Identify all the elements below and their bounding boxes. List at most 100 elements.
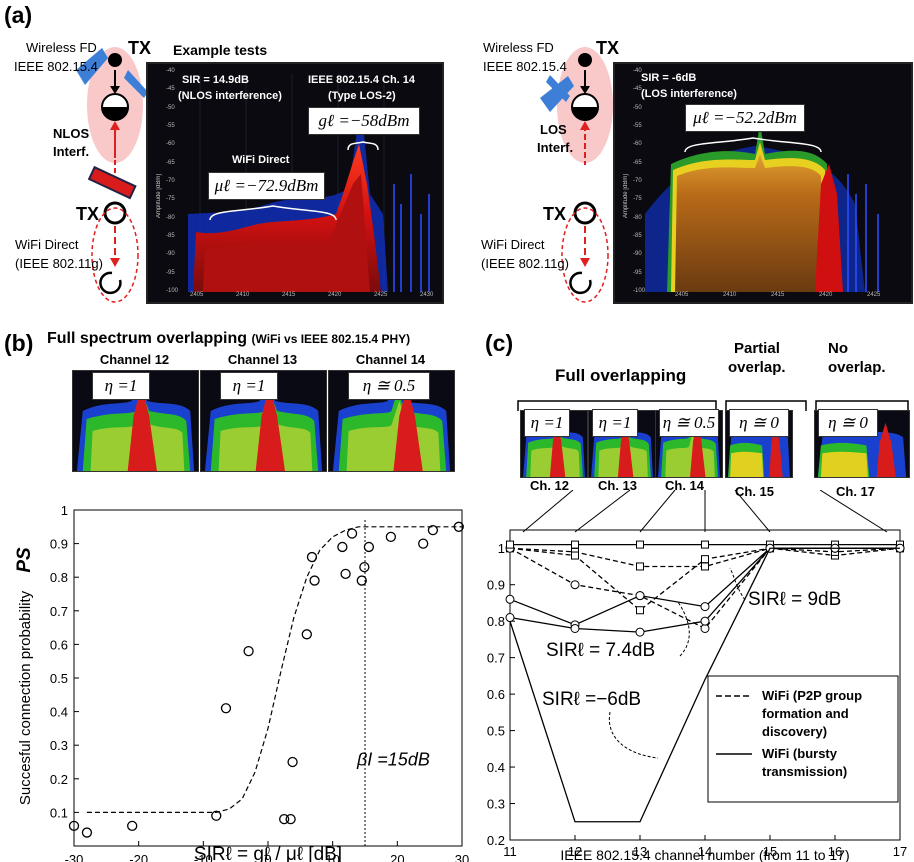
data-point [287,756,298,768]
y-tick-label: 0.4 [50,705,68,720]
sir-label-right-1: SIR = -6dB [641,72,697,84]
panel-a-label: (a) [4,2,33,28]
y-tick-label: -45 [166,86,175,93]
annotation-sir-9: SIRℓ = 9dB [748,589,841,610]
y-tick-label: -85 [633,233,642,239]
y-tick-label: 0.5 [487,724,505,739]
series-marker [506,540,514,549]
sir-label-right-2: (LOS interference) [641,88,737,100]
data-point [279,813,290,825]
thumbnail-arrow [734,490,771,533]
y-tick-label: 0.4 [487,760,505,775]
group-none-1: No [828,340,848,357]
data-point [340,568,351,579]
y-tick-label: -50 [166,104,175,111]
thumbnail-channel-label: Ch. 12 [530,478,570,493]
legend-box [707,675,899,803]
series-marker [701,540,709,549]
x-tick-label: -20 [129,852,148,862]
annotation-sir-minus-6: SIRℓ =−6dB [542,689,641,710]
x-tick-label: 13 [633,844,647,859]
x-axis-label: SIRℓ = gℓ / μℓ [dB] [194,844,342,862]
panel-b-label: (b) [4,330,34,356]
series-marker [571,540,579,549]
eta-label: η ≅ 0 [818,409,878,437]
y-tick-label: 0.3 [487,797,505,812]
thumbnail-channel-label: Channel 14 [355,352,426,367]
group-braces [517,400,909,411]
series-marker [701,555,709,564]
thumbnail-channel-label: Ch. 13 [598,478,638,493]
eta-label: η ≅ 0 [729,409,789,437]
series-marker [571,551,579,560]
thumbnail-arrow [574,490,631,533]
panel-b-title-main: Full spectrum overlapping [47,330,248,347]
series-marker [570,623,580,633]
chart-b: -30 -20 -10 0 10 20 30 0.1 0.2 0.3 0.4 0.5 0.6 0.7 0.8… [14,503,469,862]
x-tick-label: 15 [763,844,777,859]
mu-power-label-left: μℓ =−72.9dBm [208,172,325,200]
data-point [453,521,464,532]
group-partial-2: overlap. [728,359,786,376]
eta-label: η =1 [92,372,150,400]
series-marker [636,606,644,615]
device-label-1: Wireless FD [26,40,97,55]
y-tick-label: -70 [166,178,175,184]
channel-label-1: IEEE 802.15.4 Ch. 14 [308,74,416,86]
y-tick-label: -80 [166,214,175,221]
annotation-leader [608,711,659,759]
eta-label: η =1 [524,409,570,437]
tx-top-label-r: TX [596,38,620,58]
panel-c-label: (c) [485,330,514,356]
device-label-r2: IEEE 802.15.4 [483,59,567,74]
x-tick-label: 2405 [675,292,689,298]
sir-label-left-1: SIR = 14.9dB [182,74,249,86]
group-none-2: overlap. [828,359,886,376]
chart-c: 11 12 13 14 15 16 17 0.2 0.3 0.4 0.5 0.6 0.7 0.8 0.9 1 S… [487,490,907,862]
y-tick-label: -75 [633,196,642,203]
thumbnail-arrow [522,490,574,533]
x-tick-label: 2405 [190,292,204,298]
eta-label: η =1 [592,409,638,437]
plot-frame-b [73,509,463,847]
y-tick-label: 0.7 [50,604,68,619]
mu-power-label-right: μℓ =−52.2dBm [685,104,805,132]
y-tick-label: 0.5 [50,671,68,686]
panel-b-title-suffix: (WiFi vs IEEE 802.15.4 PHY) [251,332,411,346]
legend-label: transmission) [762,764,847,779]
series-marker [700,602,710,612]
tx-bottom-label: TX [76,204,100,224]
data-point [346,528,358,539]
thumbnail-channel-label: Channel 12 [99,352,170,367]
x-tick-label: 0 [264,852,271,862]
sir-label-left-2: (NLOS interference) [178,90,282,102]
y-tick-label: -40 [166,68,175,74]
x-tick-label: 12 [568,844,582,859]
tx-bottom-label-r: TX [543,204,567,224]
y-tick-label: -50 [633,104,642,111]
spectrum-thumbnail [200,370,327,472]
tx-top-label: TX [128,38,152,58]
data-point [285,813,296,825]
spectrum-thumbnail [814,410,910,478]
x-axis-label: IEEE 802.15.4 channel number (from 11 to… [560,847,849,862]
legend-label: WiFi (bursty [762,746,838,761]
eta-label: η ≅ 0.5 [348,372,430,400]
data-point [81,827,93,838]
x-tick-label: 2420 [328,292,342,298]
threshold-label: βI =15dB [356,749,430,769]
series-marker [570,580,580,590]
data-point [301,629,312,640]
series-marker [636,562,644,571]
thumbnail-channel-label: Ch. 15 [735,484,775,499]
annotation-leader [729,567,746,601]
data-point [211,810,222,821]
series-marker [505,613,515,623]
thumbnail-channel-label: Ch. 17 [836,484,876,499]
legend-label: discovery) [762,724,827,739]
thumbnail-channel-label: Ch. 14 [665,478,705,493]
y-tick-label: -55 [166,123,175,129]
series-marker [700,616,710,626]
y-tick-label: -45 [633,86,642,93]
g-power-label: gℓ =−58dBm [308,107,420,135]
